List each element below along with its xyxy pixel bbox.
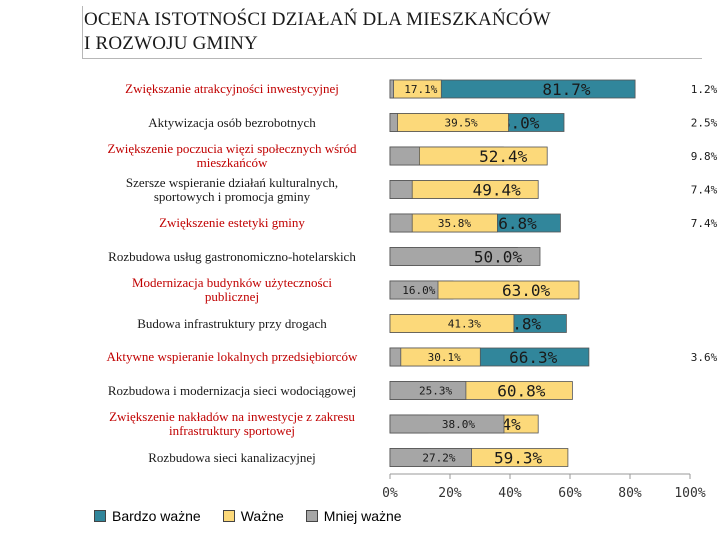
- category-label: Budowa infrastruktury przy drogach: [86, 315, 378, 331]
- category-label: Zwiększanie atrakcyjności inwestycyjnej: [86, 82, 378, 96]
- legend-item-bardzo: Bardzo ważne: [94, 508, 201, 524]
- category-label-line: Modernizacja budynków użyteczności: [132, 275, 332, 290]
- bar-11-mniej: [389, 448, 472, 467]
- data-label-1-1: 39.5%: [445, 117, 478, 130]
- data-label-9-2: 25.3%: [419, 385, 452, 398]
- category-label-line: Zwiększenie poczucia więzi społecznych w…: [107, 141, 357, 156]
- data-label-1-2: 2.5%: [691, 117, 718, 130]
- bar-10-mniej: [389, 414, 505, 434]
- data-label-4-2: 7.4%: [691, 217, 718, 230]
- title-divider-horizontal: [82, 58, 702, 59]
- bar-2-mniej: [389, 146, 420, 166]
- data-label-8-1: 30.1%: [428, 351, 461, 364]
- legend-swatch-wazne: [222, 510, 235, 522]
- legend-label-wazne: Ważne: [240, 508, 284, 524]
- legend-swatch-bardzo: [94, 510, 106, 522]
- data-label-4-1: 35.8%: [438, 217, 471, 230]
- x-tick-label: 0%: [382, 486, 398, 501]
- data-label-6-1: 63.0%: [502, 281, 551, 300]
- x-tick-label: 80%: [618, 486, 642, 501]
- category-label-line: sportowych i promocja gminy: [153, 188, 311, 204]
- data-label-11-2: 27.2%: [422, 452, 455, 465]
- data-label-3-1: 49.4%: [473, 181, 522, 200]
- legend-swatch-mniej: [305, 510, 318, 522]
- x-tick-label: 40%: [498, 486, 522, 501]
- category-label-line: Rozbudowa usług gastronomiczno-hotelarsk…: [108, 248, 356, 264]
- category-label-line: publicznej: [204, 289, 260, 304]
- bar-3-mniej: [389, 180, 413, 199]
- data-label-9-1: 60.8%: [497, 382, 546, 401]
- legend-label-mniej: Mniej ważne: [323, 508, 402, 524]
- x-tick-label: 100%: [674, 486, 705, 501]
- data-label-6-2: 16.0%: [402, 284, 435, 297]
- data-label-2-2: 9.8%: [691, 150, 718, 163]
- category-label-line: Zwiększanie atrakcyjności inwestycyjnej: [125, 81, 339, 96]
- title-line-2: I ROZWOJU GMINY: [84, 33, 258, 54]
- category-label: Zwiększenie poczucia więzi społecznych w…: [86, 142, 378, 170]
- category-label: Rozbudowa usług gastronomiczno-hotelarsk…: [86, 248, 378, 264]
- category-label-line: Zwiększenie estetyki gminy: [159, 215, 305, 230]
- bar-4-mniej: [389, 213, 413, 233]
- legend-label-bardzo: Bardzo ważne: [112, 508, 201, 524]
- category-label-line: Aktywne wspieranie lokalnych przedsiębio…: [106, 349, 358, 364]
- x-tick-label: 20%: [438, 486, 462, 501]
- category-label: Aktywne wspieranie lokalnych przedsiębio…: [86, 350, 378, 364]
- category-label: Szersze wspieranie działań kulturalnych,…: [86, 174, 378, 204]
- category-label: Rozbudowa i modernizacja sieci wodociągo…: [86, 382, 378, 398]
- category-label-line: Rozbudowa sieci kanalizacyjnej: [148, 449, 316, 465]
- data-label-11-1: 59.3%: [494, 449, 543, 468]
- category-label: Zwiększenie estetyki gminy: [86, 216, 378, 230]
- data-label-3-2: 7.4%: [691, 184, 718, 197]
- title-line-1: OCENA ISTOTNOŚCI DZIAŁAŃ DLA MIESZKAŃCÓW: [84, 9, 551, 30]
- bar-0-mniej: [389, 79, 394, 99]
- data-label-8-0: 66.3%: [509, 348, 558, 367]
- bar-6-mniej: [389, 280, 439, 300]
- data-label-4-0: 56.8%: [489, 214, 538, 233]
- category-label-line: Szersze wspieranie działań kulturalnych,: [125, 174, 339, 190]
- legend-item-mniej: Mniej ważne: [305, 508, 402, 524]
- title-divider-vertical: [82, 6, 83, 58]
- x-tick-label: 60%: [558, 486, 582, 501]
- legend-item-wazne: Ważne: [222, 508, 284, 524]
- data-label-10-2: 38.0%: [442, 418, 475, 431]
- bar-9-mniej: [389, 381, 467, 400]
- category-label-line: infrastruktury sportowej: [168, 423, 295, 438]
- category-label: Zwiększenie nakładów na inwestycje z zak…: [86, 410, 378, 438]
- data-label-0-0: 81.7%: [542, 80, 591, 99]
- category-label-line: Aktywizacja osób bezrobotnych: [148, 114, 316, 130]
- data-label-0-2: 1.2%: [691, 83, 718, 96]
- bar-7-wazne: [389, 314, 515, 333]
- data-label-7-1: 41.3%: [448, 318, 481, 331]
- category-label: Rozbudowa sieci kanalizacyjnej: [86, 449, 378, 465]
- data-label-2-1: 52.4%: [479, 147, 528, 166]
- data-label-5-2: 50.0%: [474, 248, 523, 267]
- bar-8-mniej: [389, 347, 402, 367]
- category-label: Modernizacja budynków użyteczności public…: [86, 276, 378, 304]
- category-label-line: Zwiększenie nakładów na inwestycje z zak…: [109, 409, 355, 424]
- bar-5-mniej: [389, 247, 541, 266]
- category-label-line: mieszkańców: [196, 155, 268, 170]
- data-label-0-1: 17.1%: [404, 83, 437, 96]
- bar-1-mniej: [389, 113, 398, 132]
- category-label-line: Budowa infrastruktury przy drogach: [137, 315, 327, 331]
- category-label: Aktywizacja osób bezrobotnych: [86, 114, 378, 130]
- chart-legend: Bardzo ważne Ważne Mniej ważne: [94, 508, 424, 524]
- category-label-line: Rozbudowa i modernizacja sieci wodociągo…: [107, 382, 357, 398]
- page-title: OCENA ISTOTNOŚCI DZIAŁAŃ DLA MIESZKAŃCÓW…: [84, 8, 551, 56]
- data-label-8-2: 3.6%: [691, 351, 718, 364]
